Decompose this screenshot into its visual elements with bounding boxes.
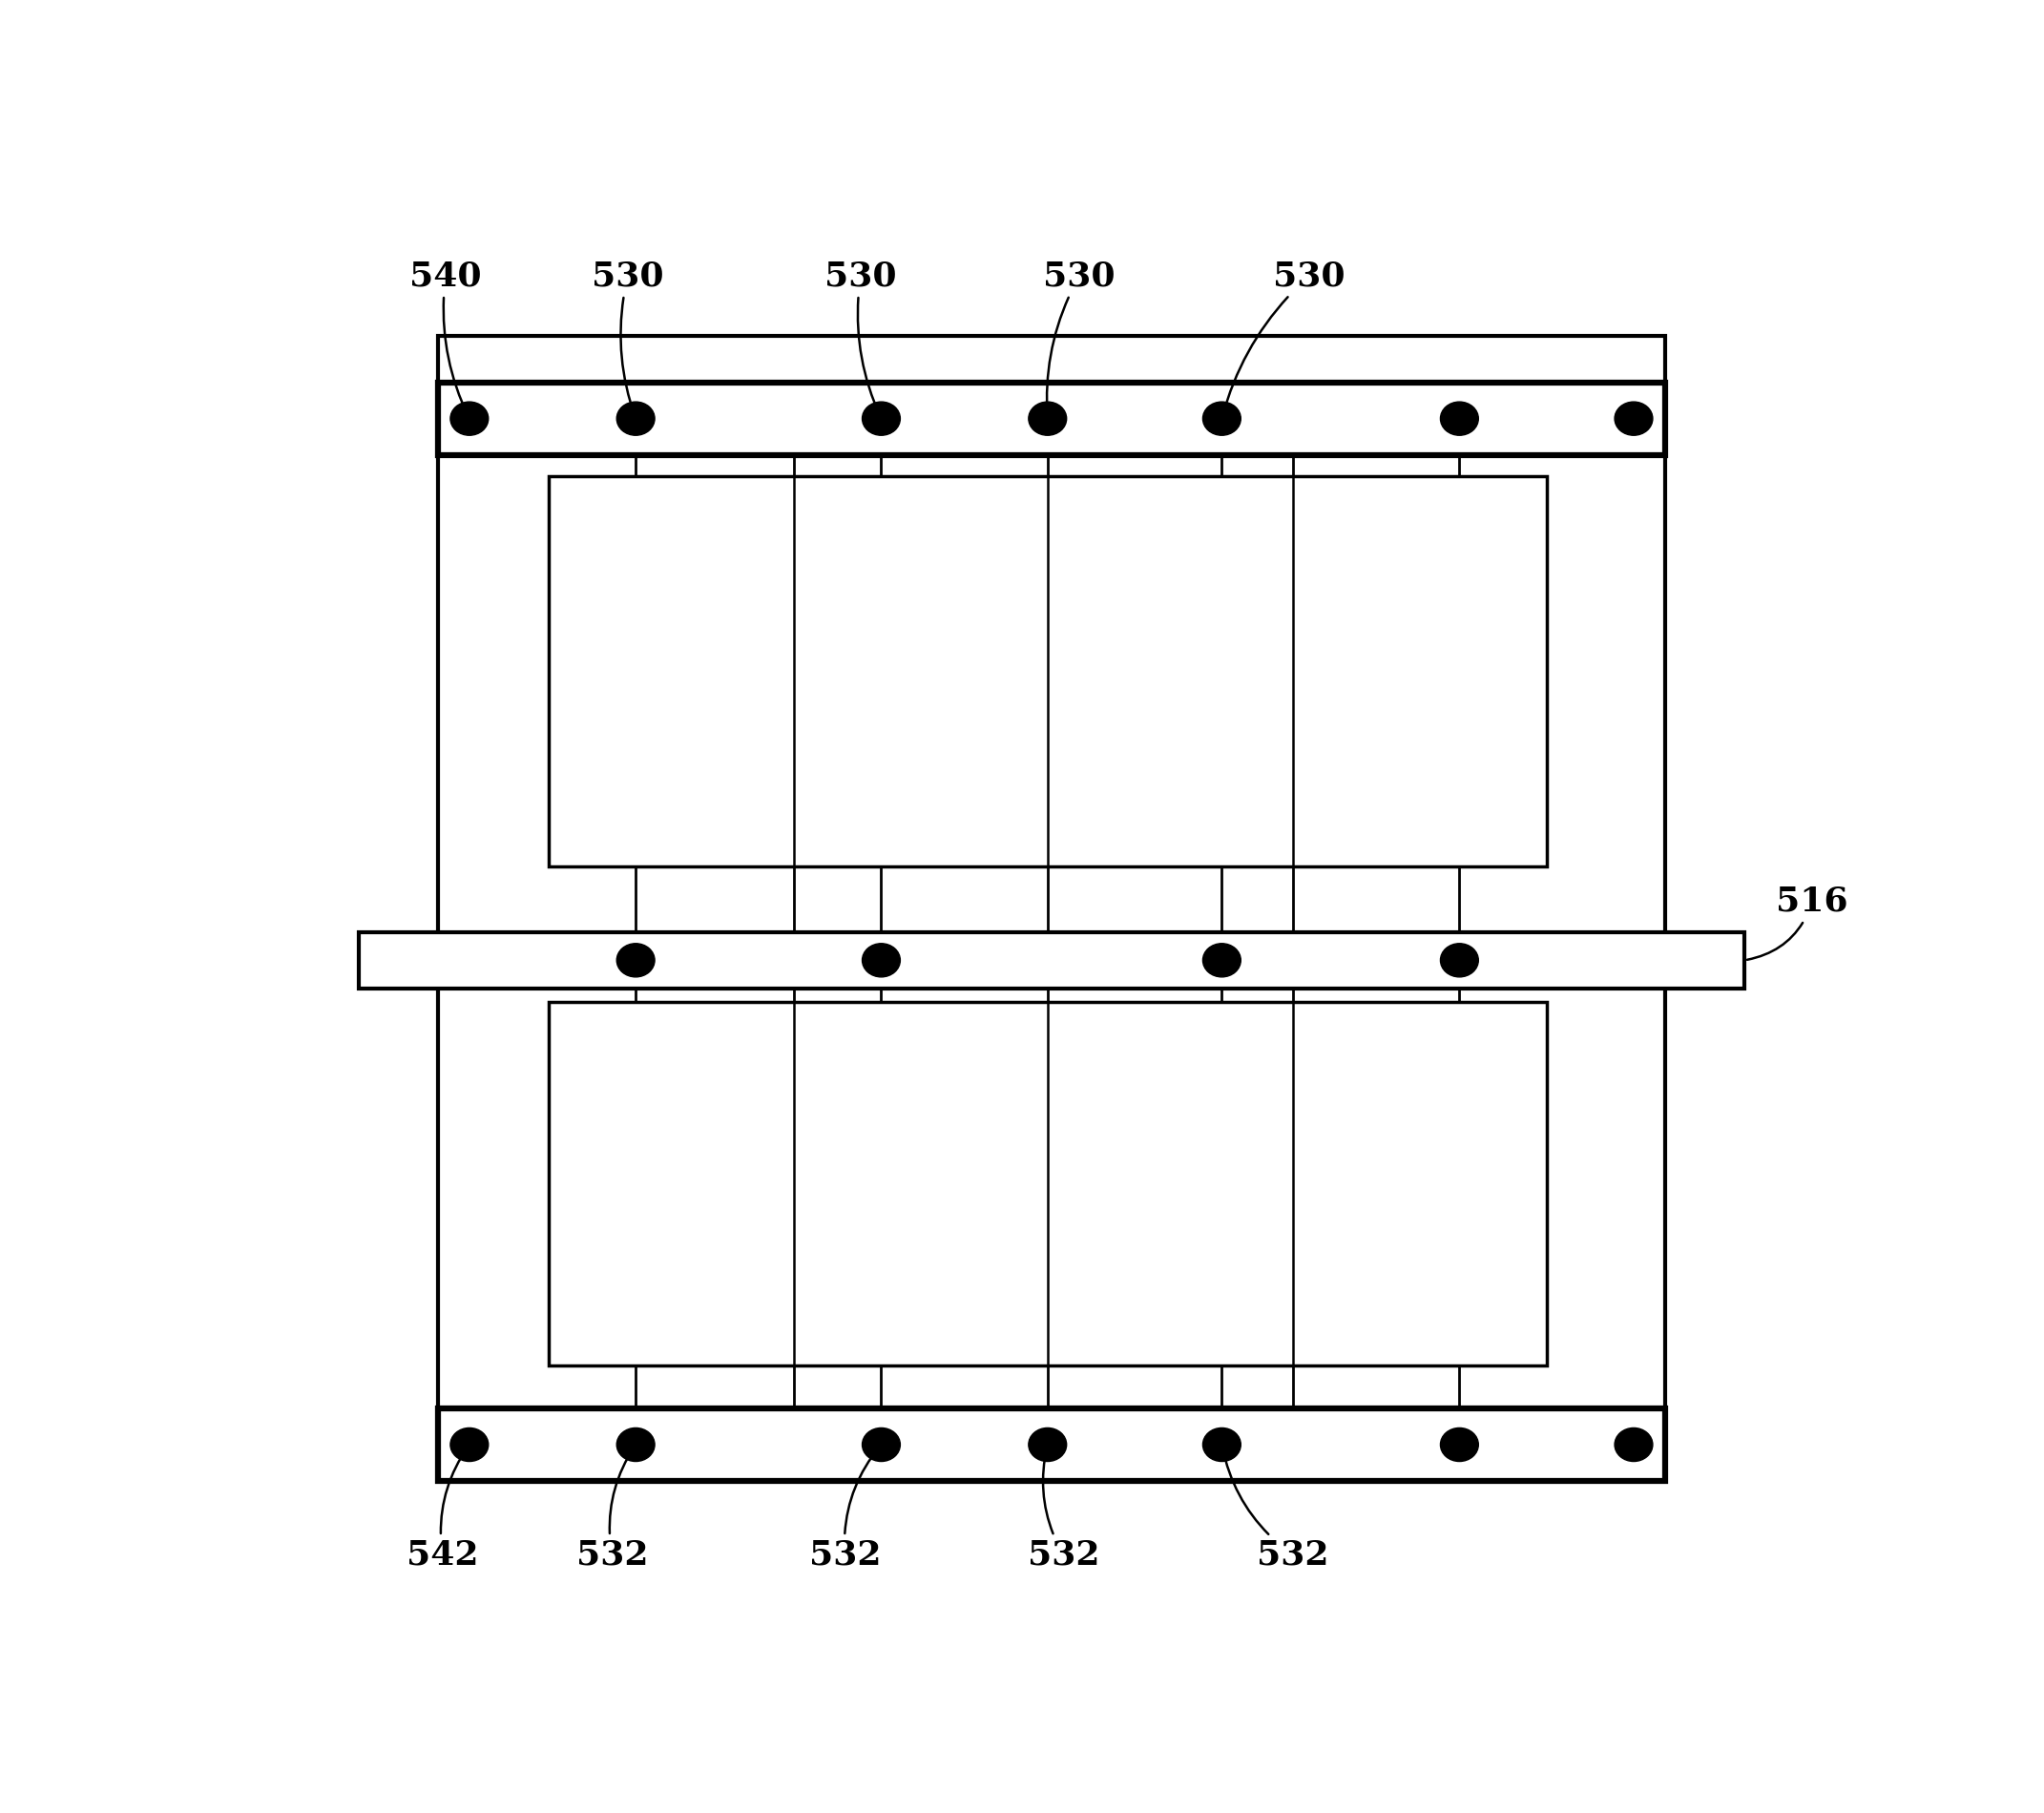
Text: 516: 516: [1748, 885, 1848, 959]
Circle shape: [863, 402, 899, 435]
Circle shape: [1441, 402, 1478, 435]
Circle shape: [1441, 1429, 1478, 1461]
Circle shape: [1028, 402, 1067, 435]
Circle shape: [1202, 402, 1241, 435]
Text: 530: 530: [824, 259, 897, 417]
Bar: [437, 1409, 1666, 1481]
Bar: [437, 335, 1666, 1481]
Circle shape: [863, 1429, 899, 1461]
Bar: [548, 475, 1547, 867]
Text: 530: 530: [591, 259, 664, 417]
Text: 530: 530: [1222, 259, 1345, 415]
Circle shape: [1441, 943, 1478, 977]
Text: 532: 532: [576, 1447, 648, 1572]
Text: 530: 530: [1042, 259, 1116, 415]
Text: 532: 532: [1222, 1447, 1329, 1572]
Bar: [548, 1003, 1547, 1365]
Circle shape: [1202, 943, 1241, 977]
Circle shape: [617, 402, 654, 435]
Bar: [437, 383, 1666, 455]
Text: 540: 540: [409, 259, 482, 417]
Circle shape: [617, 1429, 654, 1461]
Circle shape: [1615, 1429, 1654, 1461]
Circle shape: [1202, 1429, 1241, 1461]
Circle shape: [1028, 1429, 1067, 1461]
Circle shape: [1615, 402, 1654, 435]
Text: 532: 532: [809, 1447, 881, 1572]
Text: 542: 542: [407, 1447, 478, 1572]
Circle shape: [450, 1429, 489, 1461]
Text: 532: 532: [1028, 1447, 1100, 1572]
Circle shape: [617, 943, 654, 977]
Bar: [358, 932, 1746, 988]
Circle shape: [450, 402, 489, 435]
Circle shape: [863, 943, 899, 977]
